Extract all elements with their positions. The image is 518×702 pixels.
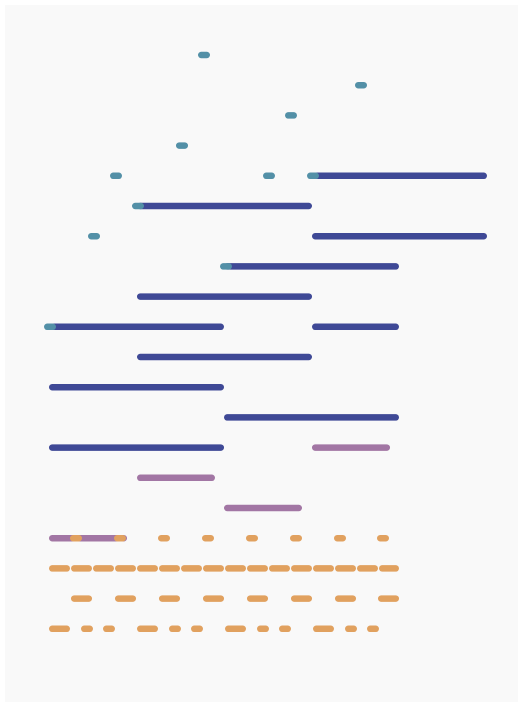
track-segment-navy: [224, 263, 399, 270]
track-segment-orange: [335, 565, 356, 572]
track-segment-mauve: [137, 474, 215, 482]
track-segment-orange: [137, 565, 158, 572]
track-segment-orange: [49, 565, 70, 572]
track-segment-orange: [367, 625, 379, 633]
track-segment-navy: [49, 383, 224, 391]
track-segment-navy: [137, 353, 312, 361]
track-segment-orange: [257, 625, 269, 633]
track-segment-navy: [312, 172, 487, 180]
track-segment-orange: [49, 625, 70, 633]
track-segment-orange: [70, 534, 82, 542]
track-segment-orange: [191, 625, 203, 633]
track-segment-orange: [378, 595, 399, 602]
track-segment-teal: [44, 323, 56, 331]
track-segment-orange: [290, 534, 302, 542]
timeline-panel: [5, 5, 518, 702]
track-segment-orange: [291, 595, 312, 602]
track-segment-orange: [246, 534, 258, 542]
track-segment-orange: [247, 595, 268, 602]
track-segment-orange: [225, 565, 246, 572]
track-segment-teal: [198, 51, 210, 59]
track-segment-navy: [224, 414, 399, 421]
track-segment-orange: [103, 625, 115, 633]
track-segment-teal: [355, 81, 367, 89]
track-segment-teal: [110, 172, 122, 180]
track-segment-orange: [291, 565, 312, 572]
track-segment-mauve: [224, 504, 302, 512]
track-segment-orange: [169, 625, 181, 633]
track-segment-navy: [49, 323, 224, 331]
track-segment-orange: [93, 565, 114, 572]
track-segment-teal: [220, 263, 232, 270]
track-segment-orange: [202, 534, 214, 542]
track-segment-teal: [263, 172, 275, 180]
track-segment-navy: [137, 293, 312, 300]
track-segment-orange: [114, 534, 126, 542]
track-segment-navy: [49, 444, 224, 451]
track-segment-orange: [181, 565, 202, 572]
track-segment-orange: [71, 595, 92, 602]
track-segment-teal: [88, 232, 100, 240]
track-segment-orange: [158, 534, 170, 542]
track-segment-orange: [334, 534, 346, 542]
track-segment-orange: [269, 565, 290, 572]
track-segment-orange: [313, 625, 334, 633]
track-segment-orange: [115, 595, 136, 602]
track-segment-orange: [81, 625, 93, 633]
track-segment-orange: [203, 595, 224, 602]
track-segment-navy: [137, 202, 312, 210]
track-segment-orange: [335, 595, 356, 602]
track-segment-orange: [279, 625, 291, 633]
track-segment-navy: [312, 323, 399, 331]
track-segment-mauve: [312, 444, 390, 451]
track-segment-orange: [357, 565, 378, 572]
track-segment-orange: [379, 565, 399, 572]
track-segment-orange: [377, 534, 389, 542]
track-segment-teal: [176, 142, 188, 149]
track-segment-navy: [312, 232, 487, 240]
track-segment-orange: [225, 625, 246, 633]
track-segment-orange: [137, 625, 158, 633]
track-segment-orange: [159, 565, 180, 572]
track-segment-orange: [345, 625, 357, 633]
track-segment-orange: [115, 565, 136, 572]
track-segment-orange: [71, 565, 92, 572]
track-segment-teal: [285, 112, 297, 119]
track-segment-teal: [132, 202, 144, 210]
track-segment-orange: [159, 595, 180, 602]
track-segment-teal: [307, 172, 319, 180]
track-segment-orange: [313, 565, 334, 572]
track-segment-orange: [247, 565, 268, 572]
track-segment-mauve: [49, 534, 127, 542]
track-segment-orange: [203, 565, 224, 572]
